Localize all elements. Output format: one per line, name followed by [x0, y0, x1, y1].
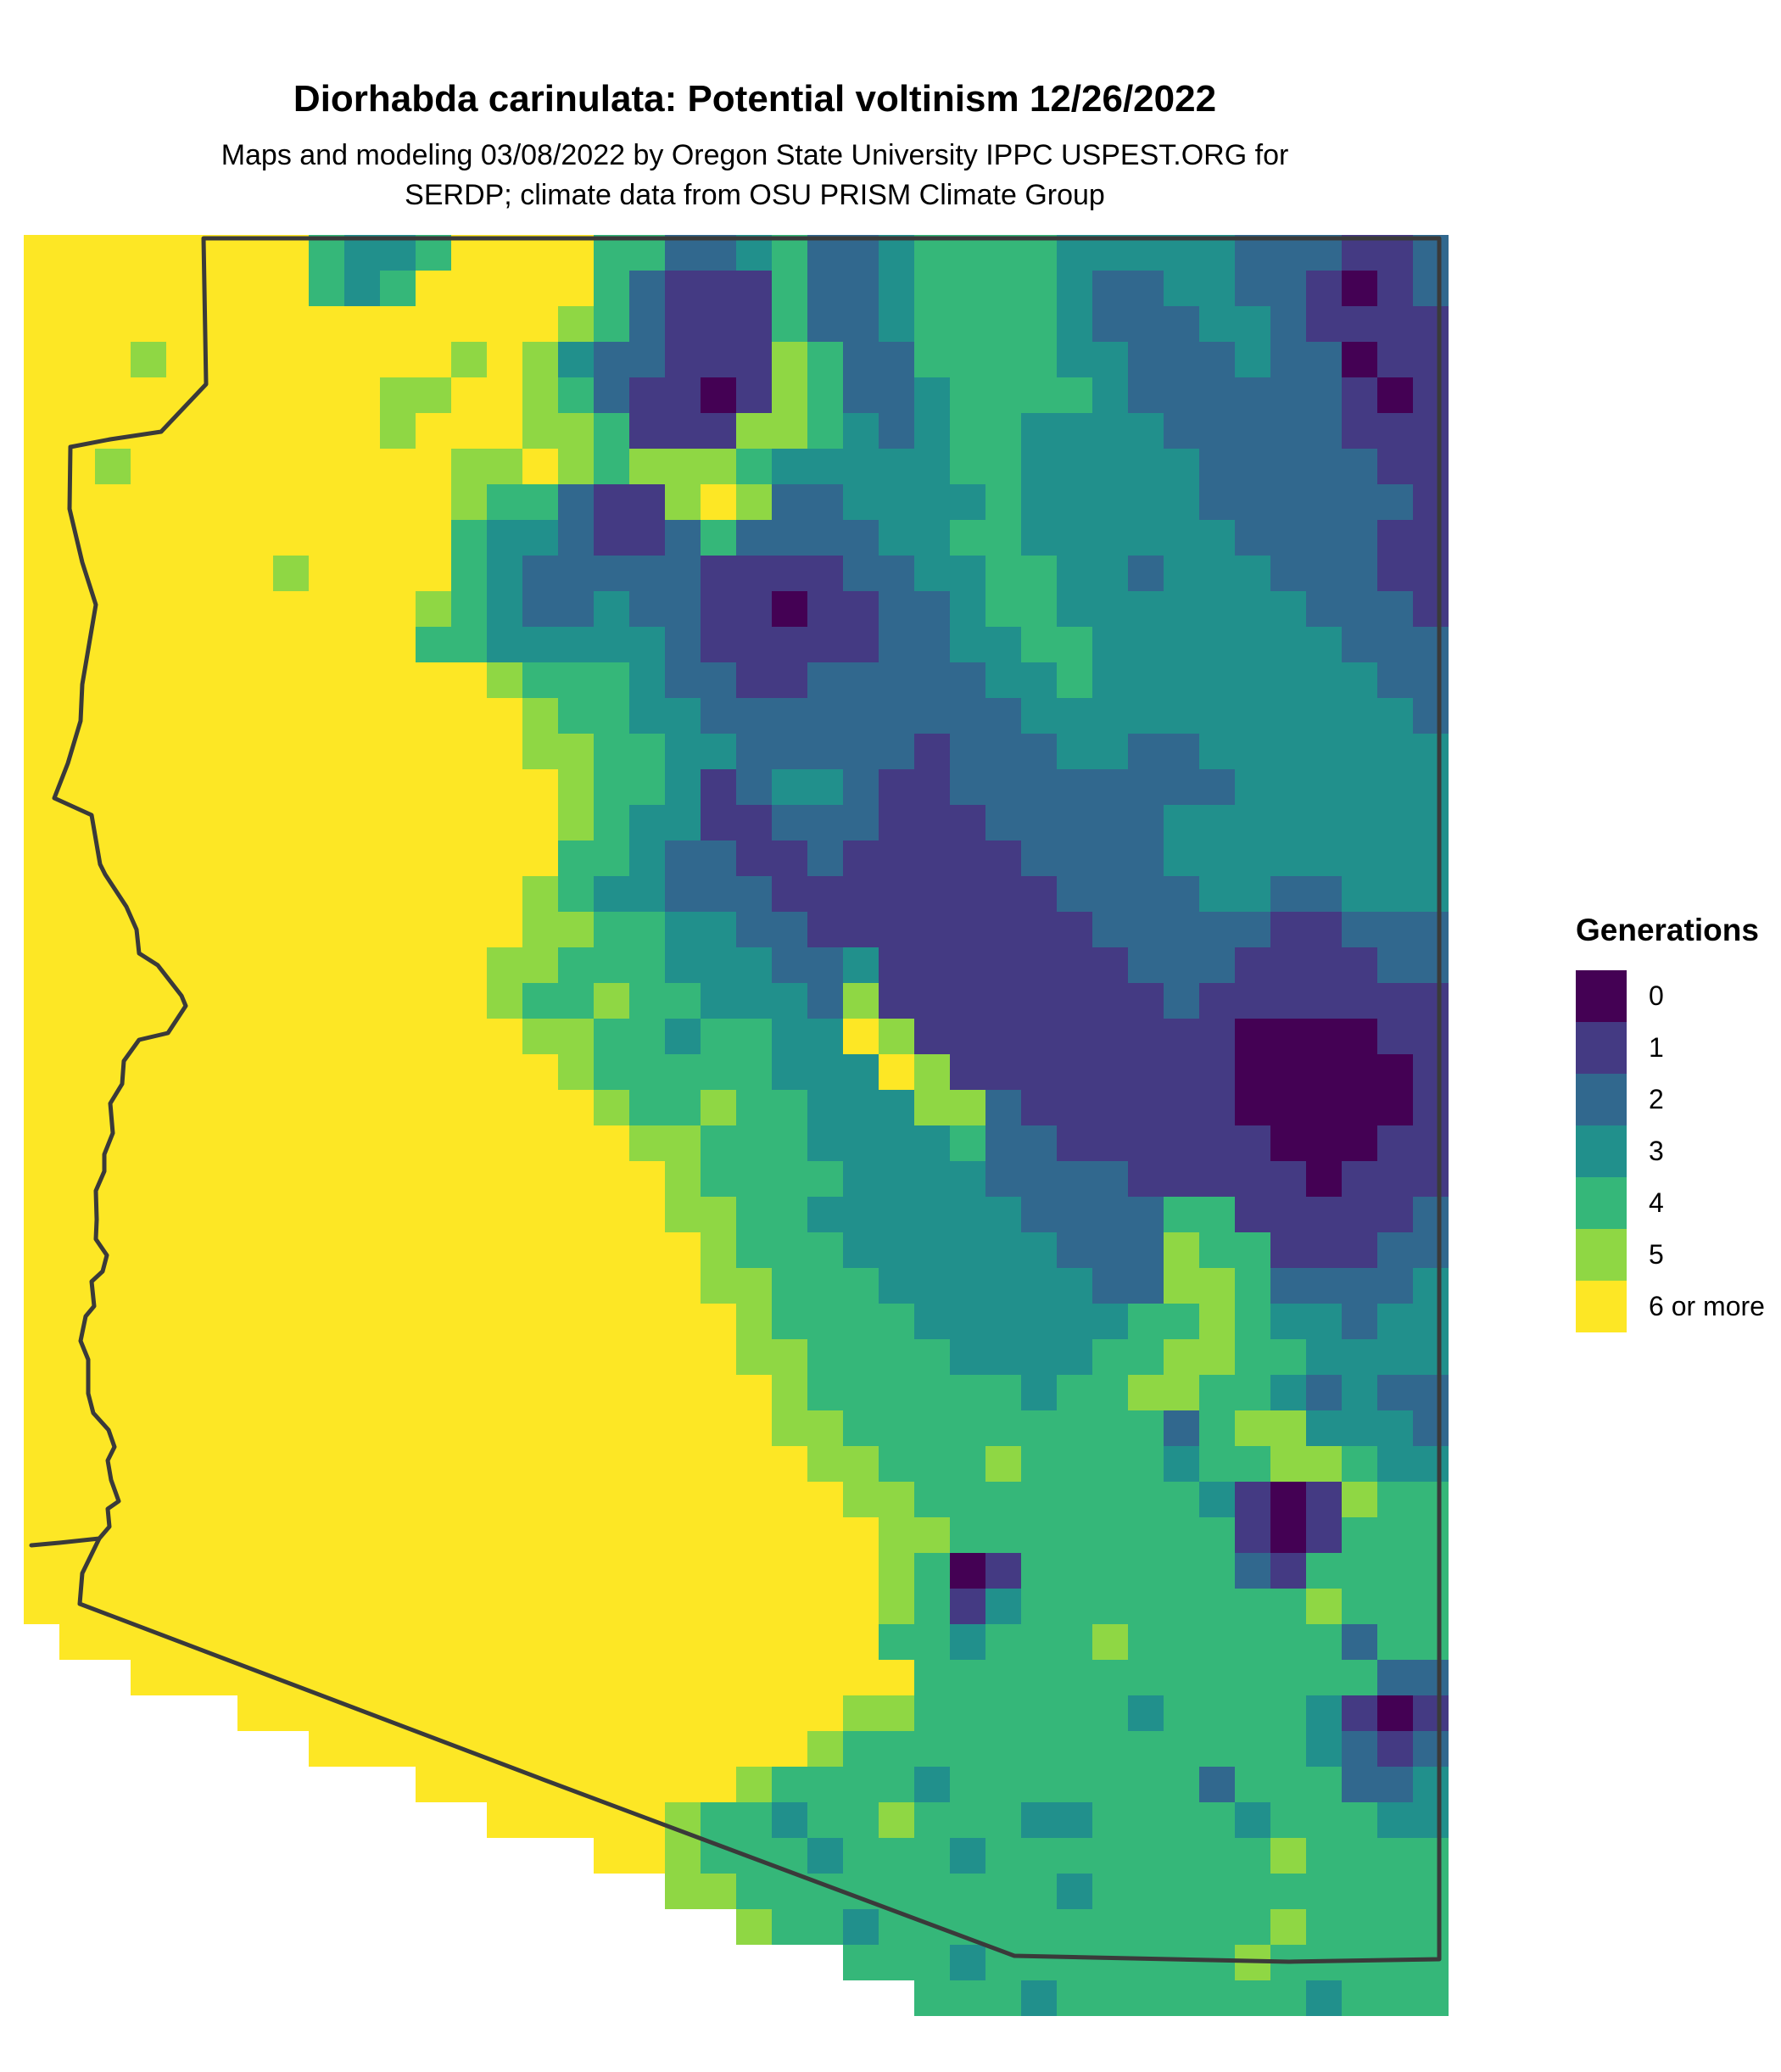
- figure-subtitle-line2: SERDP; climate data from OSU PRISM Clima…: [405, 179, 1105, 211]
- legend-entry-6: 6 or more: [1576, 1281, 1779, 1332]
- legend: Generations 0 1 2 3 4 5 6 or more: [1576, 913, 1779, 1332]
- legend-swatch-icon: [1576, 1281, 1627, 1332]
- california-border-path: [29, 1536, 102, 1548]
- state-border-path: [52, 236, 1442, 1964]
- legend-label: 2: [1649, 1084, 1664, 1114]
- legend-entry-4: 4: [1576, 1177, 1779, 1229]
- legend-swatch-icon: [1576, 1125, 1627, 1177]
- figure-title: Diorhabda carinulata: Potential voltinis…: [293, 78, 1217, 120]
- legend-entry-2: 2: [1576, 1074, 1779, 1125]
- figure-subtitle-line1: Maps and modeling 03/08/2022 by Oregon S…: [221, 139, 1289, 171]
- legend-swatch-icon: [1576, 1229, 1627, 1281]
- legend-label: 5: [1649, 1239, 1664, 1270]
- legend-entry-3: 3: [1576, 1125, 1779, 1177]
- legend-entries: 0 1 2 3 4 5 6 or more: [1576, 970, 1779, 1332]
- legend-label: 4: [1649, 1187, 1664, 1218]
- figure-header: Diorhabda carinulata: Potential voltinis…: [0, 0, 1510, 215]
- legend-entry-5: 5: [1576, 1229, 1779, 1281]
- legend-title: Generations: [1576, 913, 1759, 947]
- legend-swatch-icon: [1576, 1074, 1627, 1125]
- legend-label: 3: [1649, 1136, 1664, 1166]
- legend-entry-0: 0: [1576, 970, 1779, 1022]
- legend-label: 0: [1649, 980, 1664, 1011]
- legend-swatch-icon: [1576, 970, 1627, 1022]
- voltinism-raster-grid: [24, 235, 1449, 2016]
- legend-swatch-icon: [1576, 1022, 1627, 1074]
- legend-label: 6 or more: [1649, 1291, 1765, 1321]
- legend-label: 1: [1649, 1032, 1664, 1063]
- legend-entry-1: 1: [1576, 1022, 1779, 1074]
- legend-swatch-icon: [1576, 1177, 1627, 1229]
